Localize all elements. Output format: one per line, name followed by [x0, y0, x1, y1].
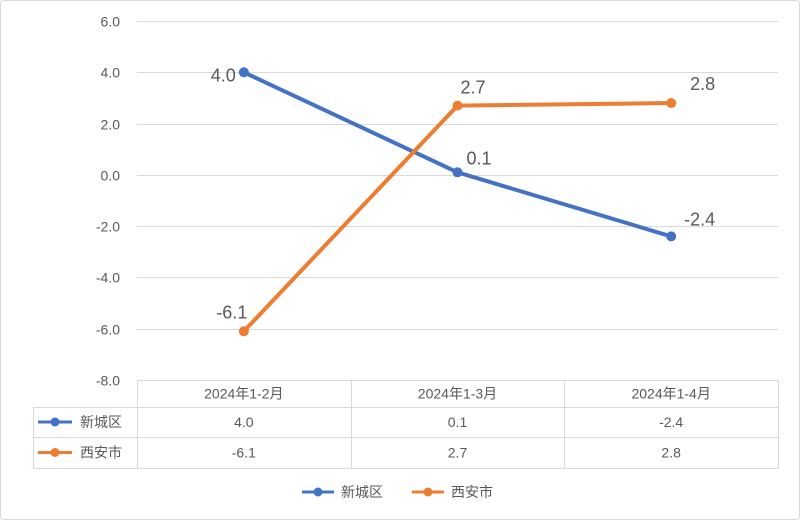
table-value-cell: -2.4: [659, 414, 683, 430]
data-label: -6.1: [216, 302, 247, 322]
data-label: 2.7: [461, 78, 486, 98]
data-label: 4.0: [211, 65, 236, 85]
y-tick-label: -6.0: [96, 322, 120, 338]
data-label: -2.4: [684, 209, 715, 229]
table-value-cell: -6.1: [232, 445, 256, 461]
table-header-cell: 2024年1-4月: [631, 386, 710, 402]
table-row: 新城区 4.0 0.1 -2.4: [38, 414, 683, 430]
table-value-cell: 2.8: [661, 445, 681, 461]
legend-item: 新城区: [302, 484, 383, 500]
legend-key-marker: [50, 417, 60, 427]
y-tick-label: -8.0: [96, 373, 120, 389]
table-header-row: 2024年1-2月 2024年1-3月 2024年1-4月: [204, 386, 711, 402]
y-tick-label: 6.0: [101, 14, 121, 30]
series-2: [238, 98, 677, 337]
y-tick-label: 0.0: [101, 168, 121, 184]
legend-label: 西安市: [451, 484, 493, 500]
data-label: 0.1: [467, 148, 492, 168]
series-1: [238, 67, 677, 242]
y-tick-label: 2.0: [101, 117, 121, 133]
data-point-marker: [452, 167, 463, 178]
y-tick-label: 4.0: [101, 65, 121, 81]
table-header-cell: 2024年1-2月: [204, 386, 283, 402]
table-value-cell: 0.1: [448, 414, 468, 430]
data-point-marker: [238, 67, 249, 78]
data-labels: 4.0 0.1 -2.4 -6.1 2.7 2.8: [211, 65, 715, 322]
data-point-marker: [666, 98, 677, 109]
data-point-marker: [238, 326, 249, 337]
legend-label: 新城区: [341, 484, 383, 500]
y-axis-tick-labels: 6.0 4.0 2.0 0.0 -2.0 -4.0 -6.0 -8.0: [96, 14, 120, 389]
legend-item: 西安市: [412, 484, 493, 500]
legend-key-marker: [423, 487, 433, 497]
data-label: 2.8: [690, 74, 715, 94]
table-legend-key: [38, 448, 72, 457]
table-row: 西安市 -6.1 2.7 2.8: [38, 445, 681, 461]
y-tick-label: -2.0: [96, 219, 120, 235]
table-value-cell: 2.7: [448, 445, 468, 461]
data-point-marker: [666, 231, 677, 242]
plot-area: [238, 67, 677, 337]
y-tick-label: -4.0: [96, 270, 120, 286]
data-point-marker: [452, 100, 463, 111]
table-legend-key: [38, 417, 72, 427]
legend-key-marker: [313, 487, 323, 497]
table-header-cell: 2024年1-3月: [418, 386, 497, 402]
table-row-label: 西安市: [80, 445, 122, 461]
legend: 新城区 西安市: [302, 484, 493, 500]
table-value-cell: 4.0: [234, 414, 254, 430]
legend-key-marker: [50, 448, 60, 457]
table-row-label: 新城区: [80, 414, 122, 430]
